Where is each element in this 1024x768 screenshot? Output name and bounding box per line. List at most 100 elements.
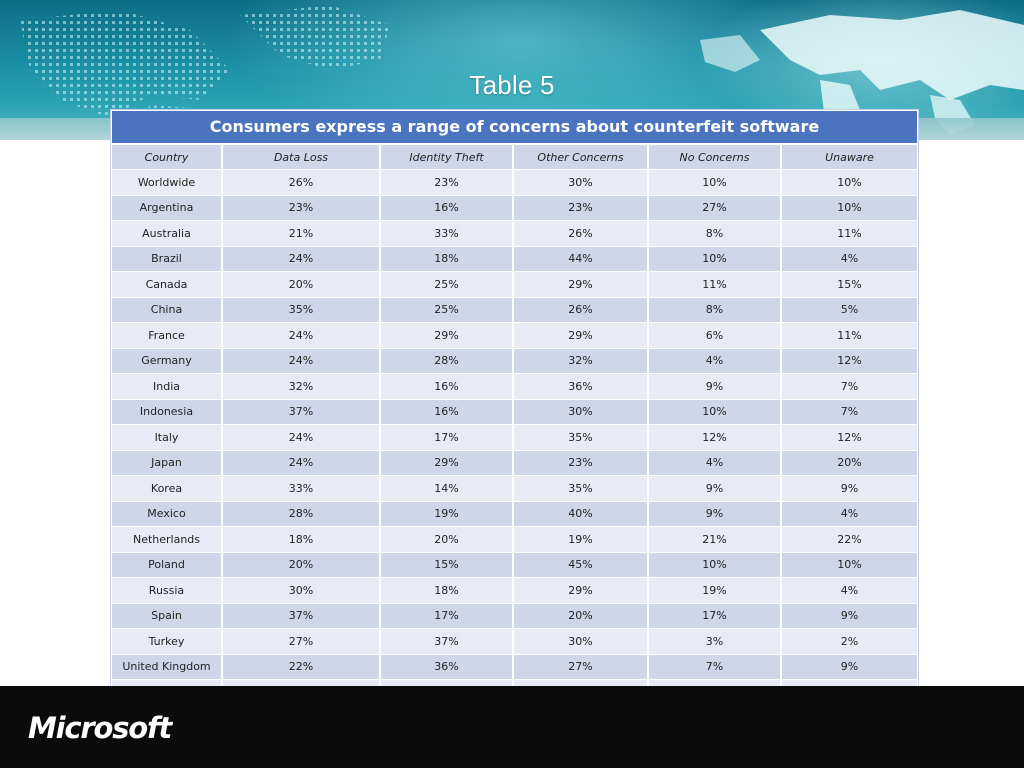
cell-identity-theft: 19% [380,501,514,527]
cell-country: Russia [112,577,223,604]
table-row: Canada 20% 25% 29% 11% 15% [112,271,917,298]
cell-unaware: 4% [781,577,917,604]
cell-country: Brazil [112,246,223,272]
cell-no-concerns: 21% [648,526,782,553]
cell-no-concerns: 6% [648,322,782,349]
cell-data-loss: 23% [222,195,381,221]
cell-country: Turkey [112,628,223,655]
cell-other-concerns: 30% [513,628,649,655]
cell-unaware: 10% [781,195,917,221]
cell-identity-theft: 16% [380,399,514,425]
cell-no-concerns: 9% [648,501,782,527]
cell-country: Netherlands [112,526,223,553]
cell-no-concerns: 8% [648,220,782,247]
table-row: Russia 30% 18% 29% 19% 4% [112,577,917,604]
slide-title: Table 5 [469,70,555,100]
cell-other-concerns: 29% [513,322,649,349]
cell-country: Italy [112,424,223,451]
table-row: Mexico 28% 19% 40% 9% 4% [112,501,917,527]
cell-country: Spain [112,603,223,629]
table-row: Turkey 27% 37% 30% 3% 2% [112,628,917,655]
cell-unaware: 12% [781,424,917,451]
cell-data-loss: 37% [222,399,381,425]
cell-unaware: 15% [781,271,917,298]
cell-unaware: 7% [781,373,917,400]
cell-country: Poland [112,552,223,578]
table-row: Brazil 24% 18% 44% 10% 4% [112,246,917,272]
cell-no-concerns: 9% [648,475,782,502]
cell-other-concerns: 36% [513,373,649,400]
table-row: Indonesia 37% 16% 30% 10% 7% [112,399,917,425]
table-row: India 32% 16% 36% 9% 7% [112,373,917,400]
cell-other-concerns: 23% [513,450,649,476]
cell-unaware: 11% [781,220,917,247]
cell-other-concerns: 45% [513,552,649,578]
cell-identity-theft: 33% [380,220,514,247]
cell-no-concerns: 19% [648,577,782,604]
cell-country: Japan [112,450,223,476]
cell-identity-theft: 14% [380,475,514,502]
cell-no-concerns: 9% [648,373,782,400]
cell-data-loss: 24% [222,348,381,374]
cell-no-concerns: 12% [648,424,782,451]
cell-unaware: 4% [781,501,917,527]
cell-no-concerns: 10% [648,169,782,196]
cell-identity-theft: 15% [380,552,514,578]
cell-identity-theft: 28% [380,348,514,374]
cell-no-concerns: 7% [648,654,782,680]
cell-country: Canada [112,271,223,298]
cell-identity-theft: 18% [380,246,514,272]
cell-other-concerns: 29% [513,271,649,298]
cell-data-loss: 35% [222,297,381,323]
cell-unaware: 9% [781,603,917,629]
world-map-graphic [20,5,1024,138]
table-row: Japan 24% 29% 23% 4% 20% [112,450,917,476]
cell-no-concerns: 10% [648,552,782,578]
cell-data-loss: 20% [222,552,381,578]
table-row: Italy 24% 17% 35% 12% 12% [112,424,917,451]
cell-other-concerns: 26% [513,297,649,323]
header-data-loss: Data Loss [222,145,381,170]
cell-data-loss: 27% [222,628,381,655]
cell-country: China [112,297,223,323]
cell-other-concerns: 26% [513,220,649,247]
cell-identity-theft: 37% [380,628,514,655]
cell-identity-theft: 20% [380,526,514,553]
cell-country: Australia [112,220,223,247]
cell-other-concerns: 30% [513,399,649,425]
cell-no-concerns: 3% [648,628,782,655]
table-row: Spain 37% 17% 20% 17% 9% [112,603,917,629]
header-country: Country [112,145,223,170]
cell-data-loss: 33% [222,475,381,502]
cell-data-loss: 24% [222,424,381,451]
microsoft-logo: Microsoft [28,711,172,745]
cell-data-loss: 28% [222,501,381,527]
cell-no-concerns: 8% [648,297,782,323]
cell-identity-theft: 17% [380,603,514,629]
cell-no-concerns: 10% [648,246,782,272]
cell-other-concerns: 35% [513,424,649,451]
cell-identity-theft: 16% [380,195,514,221]
header-no-concerns: No Concerns [648,145,782,170]
table-row: Germany 24% 28% 32% 4% 12% [112,348,917,374]
cell-no-concerns: 10% [648,399,782,425]
cell-data-loss: 18% [222,526,381,553]
table-row: France 24% 29% 29% 6% 11% [112,322,917,349]
cell-country: France [112,322,223,349]
cell-other-concerns: 35% [513,475,649,502]
cell-unaware: 5% [781,297,917,323]
table-row: Korea 33% 14% 35% 9% 9% [112,475,917,502]
cell-data-loss: 21% [222,220,381,247]
cell-data-loss: 20% [222,271,381,298]
cell-other-concerns: 27% [513,654,649,680]
cell-unaware: 7% [781,399,917,425]
cell-no-concerns: 4% [648,348,782,374]
cell-identity-theft: 25% [380,297,514,323]
table-row: Poland 20% 15% 45% 10% 10% [112,552,917,578]
cell-data-loss: 24% [222,246,381,272]
cell-country: Germany [112,348,223,374]
cell-country: Argentina [112,195,223,221]
cell-unaware: 22% [781,526,917,553]
cell-other-concerns: 19% [513,526,649,553]
table-row: United Kingdom 22% 36% 27% 7% 9% [112,654,917,680]
